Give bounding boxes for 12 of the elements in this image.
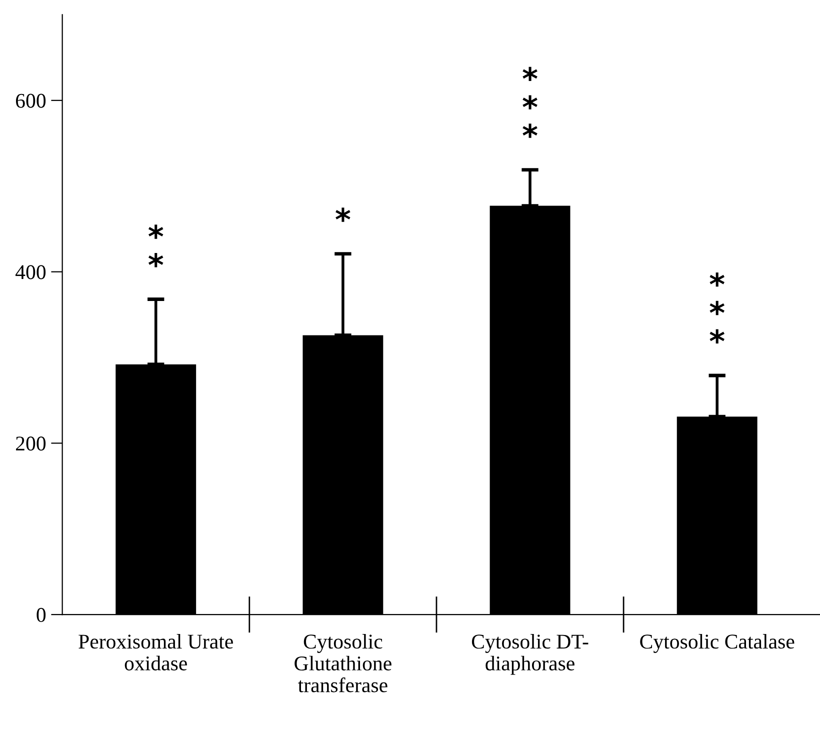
y-tick-label: 400 <box>16 265 46 280</box>
annotation: ** * <box>710 272 724 344</box>
y-tick-label: 0 <box>36 608 46 622</box>
y-tick-label: 200 <box>16 436 46 451</box>
x-tick-label: Cytosolic Catalase <box>640 634 794 653</box>
y-tick-label: 600 <box>16 94 46 108</box>
annotation: ** <box>148 224 164 268</box>
annotation: * <box>336 208 350 222</box>
x-tick-label: Peroxisomal Urate oxidase <box>78 634 233 670</box>
annotation: *** <box>522 66 538 138</box>
x-tick-label: Cytosolic DT- diaphorase <box>472 634 588 675</box>
x-tick-label: Cytosolic Glutathione transferase <box>294 634 392 692</box>
